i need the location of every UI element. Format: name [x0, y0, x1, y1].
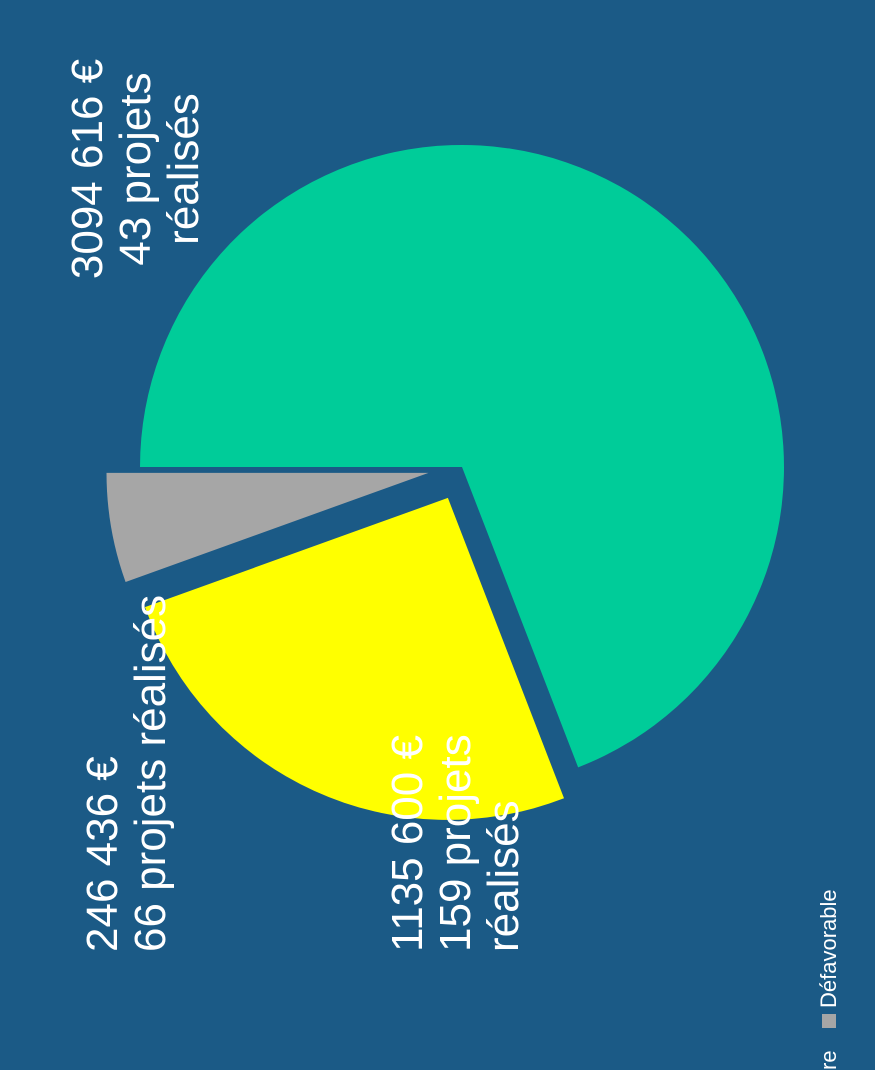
slice-label-line: réalisés	[479, 800, 528, 952]
legend-label-1: re	[816, 1050, 841, 1070]
slice-label-1: 3094 616 €43 projetsréalisés	[63, 59, 208, 279]
slice-label-2: 1135 600 €159 projetsréalisés	[383, 734, 528, 952]
slice-label-line: 3094 616 €	[63, 59, 112, 279]
pie-slice-2	[144, 497, 565, 820]
slice-label-line: 43 projets	[111, 72, 160, 265]
slice-label-line: 1135 600 €	[383, 735, 432, 952]
plot-area	[106, 144, 784, 820]
legend-label-2: Défavorable	[816, 889, 841, 1008]
pie-slice-3	[106, 472, 429, 583]
slice-label-line: 159 projets	[431, 734, 480, 952]
slice-label-line: 246 436 €	[78, 756, 127, 952]
pie-slice-1	[140, 144, 784, 768]
slice-label-3: 246 436 €66 projets réalisés	[78, 595, 175, 952]
legend: re Défavorable	[816, 889, 841, 1070]
legend-marker-2	[822, 1014, 836, 1028]
slice-label-line: réalisés	[159, 93, 208, 245]
slice-label-line: 66 projets réalisés	[126, 595, 175, 952]
